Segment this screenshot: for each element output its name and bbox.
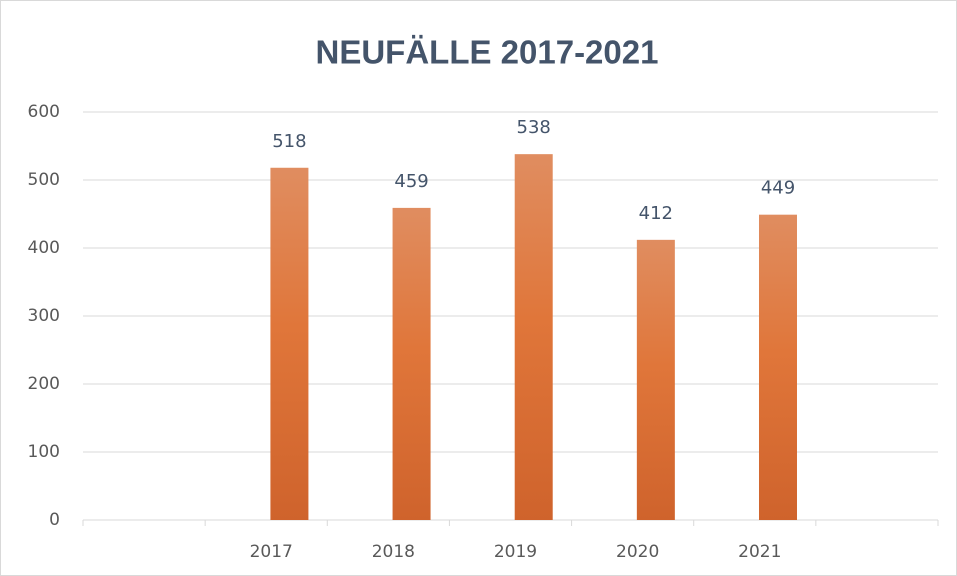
bar [514,154,553,520]
y-tick-label: 300 [28,306,60,326]
x-tick-label: 2017 [250,542,293,562]
data-label: 538 [517,117,551,138]
data-label: 459 [394,171,428,192]
y-tick-label: 600 [28,102,60,122]
data-label: 518 [272,131,306,152]
data-label: 412 [639,203,673,224]
data-label: 449 [761,178,795,199]
bar [270,167,309,520]
y-tick-label: 0 [49,510,60,530]
chart-title: NEUFÄLLE 2017-2021 [316,34,659,71]
bar [758,214,797,520]
bar [392,207,431,520]
y-tick-label: 100 [28,442,60,462]
bar [636,239,675,520]
x-tick-label: 2019 [494,542,537,562]
y-tick-label: 200 [28,374,60,394]
x-tick-label: 2018 [372,542,415,562]
x-tick-label: 2020 [616,542,659,562]
y-tick-label: 400 [28,238,60,258]
x-tick-label: 2021 [738,542,781,562]
y-tick-label: 500 [28,170,60,190]
